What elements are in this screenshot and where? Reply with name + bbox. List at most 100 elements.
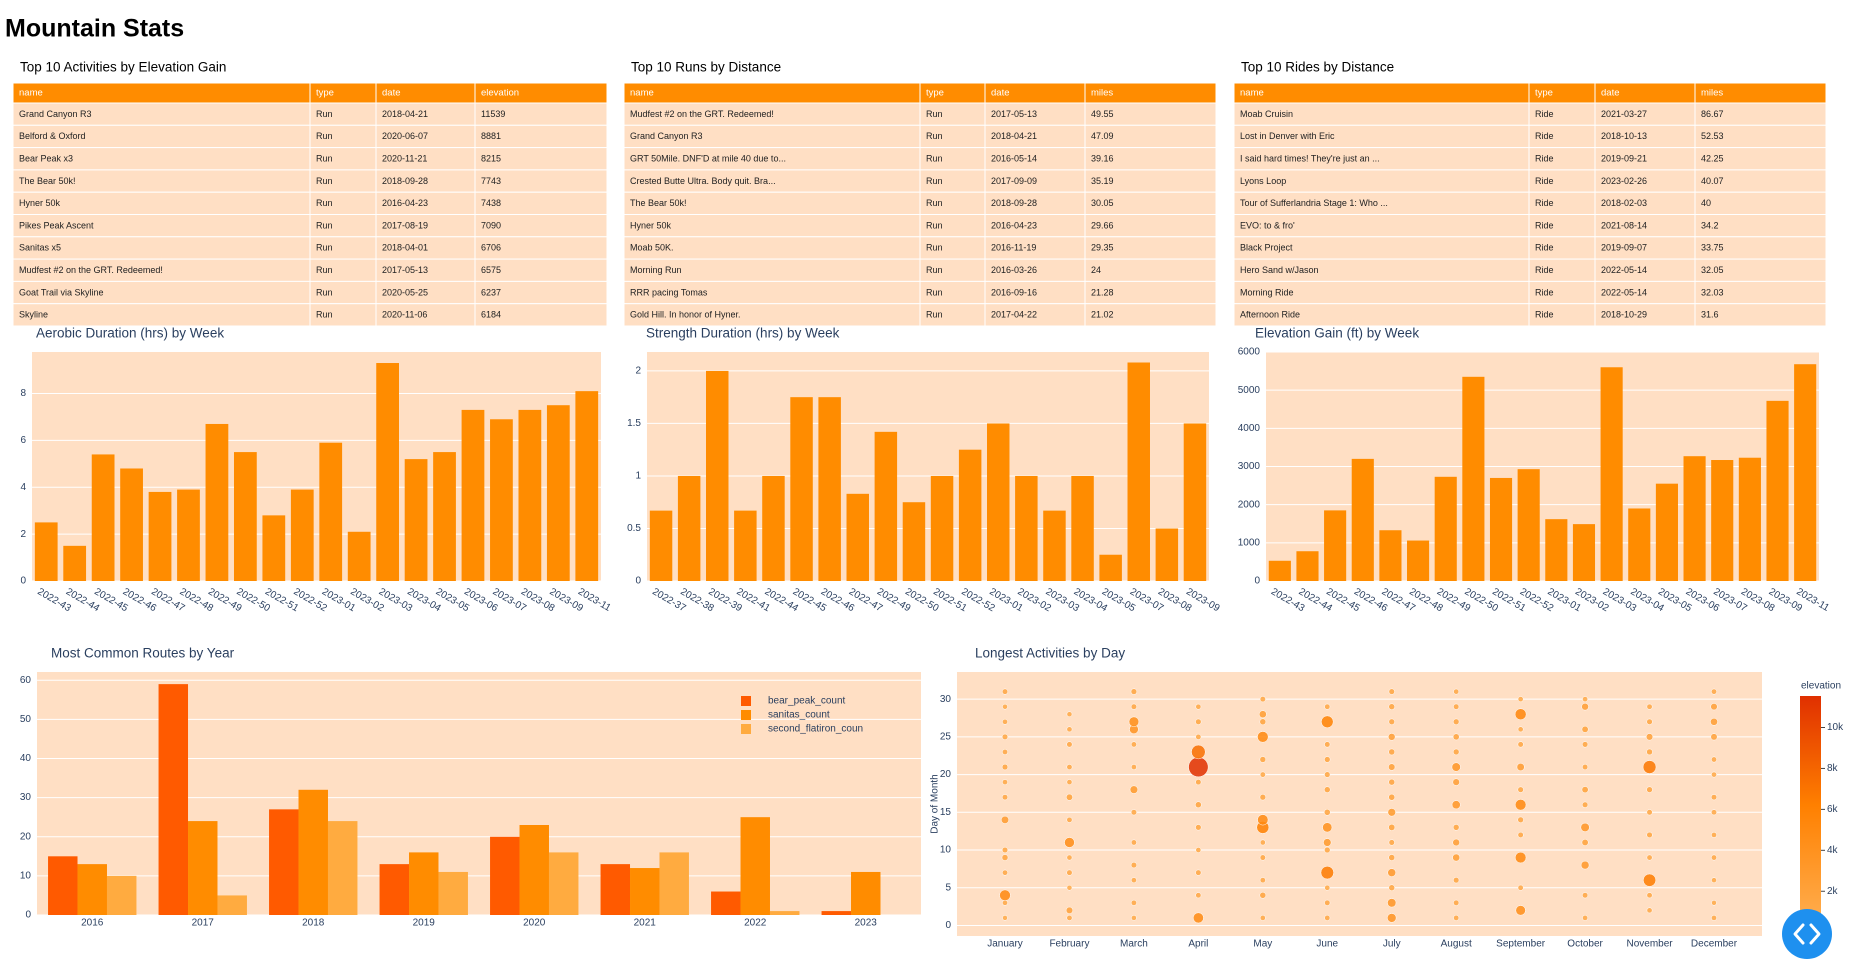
activity-point (1711, 688, 1717, 695)
table-cell-text: Run (926, 153, 943, 163)
bar (404, 459, 428, 581)
bar (740, 817, 770, 915)
activity-point (1517, 726, 1524, 733)
activity-point (1324, 914, 1331, 921)
activity-point (1195, 703, 1202, 710)
bar (600, 864, 631, 915)
bar (1628, 508, 1651, 581)
activity-point (1002, 718, 1008, 725)
x-tick-label: April (1188, 939, 1208, 950)
bar (769, 911, 800, 915)
bar (319, 442, 343, 581)
y-tick-label: 50 (20, 714, 32, 725)
colorbar-tick-label: 6k (1827, 804, 1839, 815)
activity-point (1259, 915, 1266, 921)
table-cell-text: 24 (1091, 265, 1101, 275)
table-cell-text: Run (316, 220, 333, 230)
code-icon[interactable] (1793, 923, 1821, 945)
colorbar (1800, 696, 1821, 915)
activity-point (1066, 726, 1073, 733)
table-cell-text: 2017-09-09 (991, 176, 1037, 186)
table-cell-text: Afternoon Ride (1240, 310, 1300, 320)
activity-point (1710, 794, 1718, 801)
bar (91, 454, 115, 581)
activity-point (1646, 718, 1653, 725)
table-cell-text: Bear Peak x3 (19, 153, 73, 163)
table-cell-text: 47.09 (1091, 131, 1114, 141)
bar (433, 452, 456, 581)
bar (1489, 477, 1513, 581)
bar (1296, 551, 1319, 581)
activity-point (1388, 763, 1396, 771)
activity-point (1388, 884, 1395, 891)
activity-point (1453, 688, 1460, 695)
activity-point (1130, 839, 1137, 846)
table-title: Top 10 Runs by Distance (631, 60, 781, 75)
activity-point (1711, 832, 1717, 838)
table-cell-text: Ride (1535, 198, 1554, 208)
table-cell-text: 2018-04-21 (382, 109, 428, 119)
y-tick-label: 6 (20, 435, 26, 446)
bar (188, 821, 218, 915)
table-cell-text: 6184 (481, 310, 501, 320)
table-cell-text: Lost in Denver with Eric (1240, 131, 1335, 141)
table-cell-text: 29.66 (1091, 220, 1114, 230)
y-tick-label: 0 (20, 576, 26, 587)
table-cell-text: Run (316, 287, 333, 297)
activity-point (1001, 815, 1009, 824)
table-cell-text: 11539 (481, 109, 505, 119)
activity-point (1001, 733, 1009, 740)
activity-point (1452, 838, 1460, 847)
bar (106, 875, 137, 915)
activity-point (1582, 915, 1588, 921)
table-cell-text: EVO: to & fro' (1240, 220, 1295, 230)
table-cell-text: Run (316, 109, 333, 119)
table-cell-text: 7438 (481, 198, 501, 208)
bar (490, 836, 520, 915)
activity-point (1645, 733, 1654, 741)
table-cell-text: 42.25 (1701, 153, 1724, 163)
activity-point (1259, 718, 1267, 726)
table-header-text: type (316, 88, 334, 99)
activity-point (1387, 868, 1396, 877)
table-cell-text: 21.02 (1091, 310, 1114, 320)
layout-button[interactable] (1782, 909, 1832, 959)
bar (409, 852, 439, 915)
activity-point (1646, 854, 1653, 861)
bar (48, 856, 78, 915)
table-header-text: name (19, 88, 43, 99)
bar (711, 891, 741, 915)
activity-point (1259, 839, 1266, 846)
bar (790, 397, 813, 581)
activity-point (1066, 884, 1073, 891)
table-header-text: elevation (481, 88, 519, 99)
table-cell-text: 2020-05-25 (382, 287, 428, 297)
activity-point (1517, 786, 1524, 793)
bar (158, 684, 189, 915)
table-cell-text: The Bear 50k! (19, 176, 76, 186)
activity-point (1514, 708, 1527, 721)
table-cell-text: 32.05 (1701, 265, 1724, 275)
activity-point (1130, 688, 1138, 695)
table-header-text: date (382, 88, 401, 99)
table-cell-text: Run (926, 176, 943, 186)
bar (1683, 456, 1706, 581)
table-cell-text: Run (926, 265, 943, 275)
x-tick-label: 2022 (744, 918, 767, 929)
activity-point (1195, 824, 1202, 831)
table-cell-text: 2016-11-19 (991, 243, 1036, 253)
y-tick-label: 30 (20, 792, 32, 803)
table-cell-text: 2020-06-07 (382, 131, 428, 141)
floating-button[interactable] (1782, 909, 1832, 959)
table-cell-text: Ride (1535, 220, 1554, 230)
bar (269, 809, 299, 915)
table-cell-text: 7743 (481, 176, 501, 186)
activity-point (1258, 710, 1267, 719)
y-tick-label: 20 (20, 831, 32, 842)
activity-point (1514, 851, 1527, 864)
activity-point (1131, 877, 1137, 884)
activity-point (1195, 801, 1202, 809)
activity-point (1001, 846, 1009, 854)
x-tick-label: 2018 (302, 918, 325, 929)
